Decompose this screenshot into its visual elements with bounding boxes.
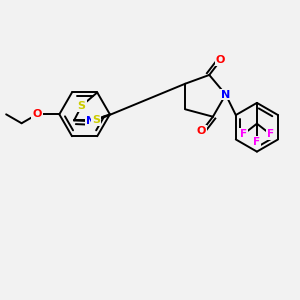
Text: O: O bbox=[197, 126, 206, 136]
Text: N: N bbox=[86, 116, 95, 126]
Text: F: F bbox=[267, 129, 274, 139]
Text: F: F bbox=[254, 136, 260, 146]
Text: N: N bbox=[221, 90, 230, 100]
Text: S: S bbox=[78, 101, 86, 111]
Text: O: O bbox=[216, 56, 225, 65]
Text: F: F bbox=[240, 129, 247, 139]
Text: S: S bbox=[92, 116, 100, 125]
Text: O: O bbox=[32, 109, 42, 119]
